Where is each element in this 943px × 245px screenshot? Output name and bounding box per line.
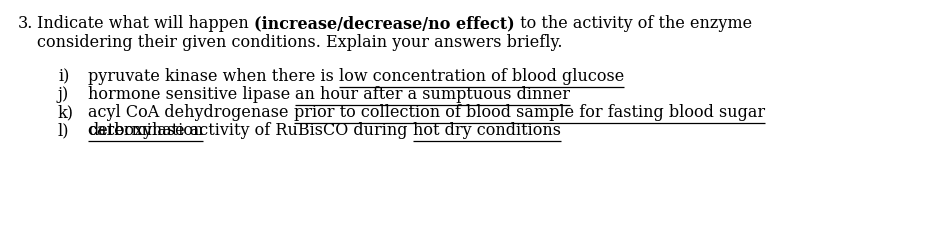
Text: hormone sensitive lipase: hormone sensitive lipase [88, 86, 295, 103]
Text: to the activity of the enzyme: to the activity of the enzyme [515, 15, 752, 32]
Text: an hour after a sumptuous dinner: an hour after a sumptuous dinner [295, 86, 571, 103]
Text: Indicate what will happen: Indicate what will happen [38, 15, 255, 32]
Text: (increase/decrease/no effect): (increase/decrease/no effect) [255, 15, 515, 32]
Text: k): k) [58, 104, 74, 121]
Text: prior to collection of blood sample for fasting blood sugar: prior to collection of blood sample for … [293, 104, 765, 121]
Text: low concentration of blood glucose: low concentration of blood glucose [339, 68, 624, 85]
Text: i): i) [58, 68, 70, 85]
Text: 3.: 3. [18, 15, 33, 32]
Text: carboxylase activity of RuBisCO during: carboxylase activity of RuBisCO during [88, 122, 413, 139]
Text: l): l) [58, 122, 70, 139]
Text: j): j) [58, 86, 69, 103]
Text: acyl CoA dehydrogenase: acyl CoA dehydrogenase [88, 104, 293, 121]
Text: pyruvate kinase when there is: pyruvate kinase when there is [88, 68, 339, 85]
Text: determination: determination [88, 122, 204, 139]
Text: hot dry conditions: hot dry conditions [413, 122, 561, 139]
Text: considering their given conditions. Explain your answers briefly.: considering their given conditions. Expl… [38, 34, 563, 51]
